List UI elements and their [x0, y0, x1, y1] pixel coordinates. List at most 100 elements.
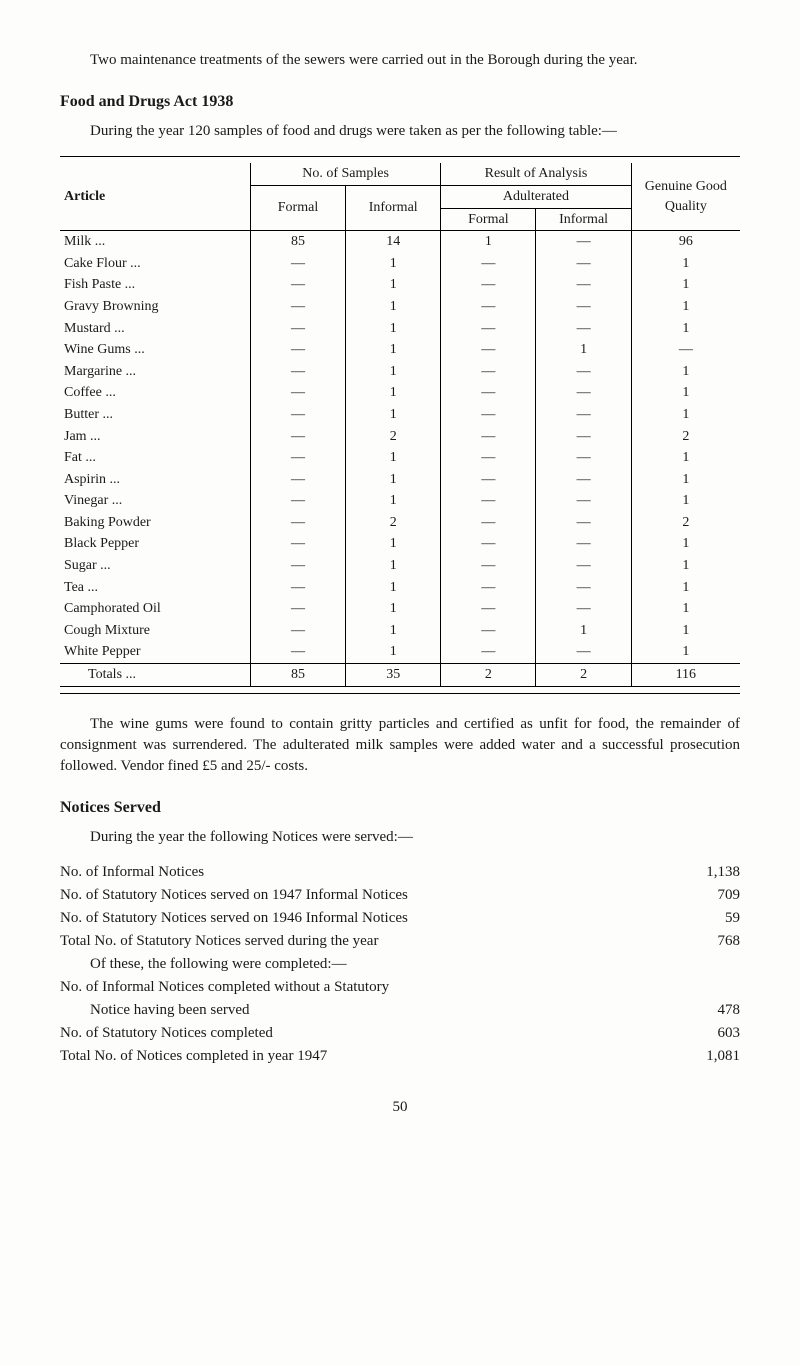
table-cell: 1	[631, 620, 740, 642]
table-row: Camphorated Oil—1——1	[60, 598, 740, 620]
table-cell: 1	[631, 577, 740, 599]
notice-row: No. of Informal Notices completed withou…	[60, 977, 740, 998]
table-cell: 1	[346, 641, 441, 663]
table-cell: —	[250, 404, 345, 426]
table-cell: 1	[346, 490, 441, 512]
table-totals-row: Totals ... 85 35 2 2 116	[60, 664, 740, 687]
samples-table: Article No. of Samples Result of Analysi…	[60, 163, 740, 686]
table-cell: —	[536, 555, 631, 577]
table-cell: —	[441, 382, 536, 404]
table-cell: 1	[631, 469, 740, 491]
table-cell: 1	[346, 361, 441, 383]
table-cell: —	[441, 490, 536, 512]
table-cell: 1	[631, 382, 740, 404]
table-cell: —	[250, 447, 345, 469]
table-cell: 1	[441, 231, 536, 253]
table-cell: 1	[346, 339, 441, 361]
table-row: Butter ...—1——1	[60, 404, 740, 426]
table-row: White Pepper—1——1	[60, 641, 740, 663]
table-row: Jam ...—2——2	[60, 426, 740, 448]
notice-value: 1,138	[680, 862, 740, 883]
table-cell: 2	[631, 426, 740, 448]
table-cell: —	[441, 641, 536, 663]
table-cell: Tea ...	[60, 577, 250, 599]
table-cell: 2	[346, 426, 441, 448]
section-notices-intro: During the year the following Notices we…	[60, 827, 740, 848]
section-food-drugs-intro: During the year 120 samples of food and …	[60, 121, 740, 142]
table-cell: 1	[346, 555, 441, 577]
table-cell: Fat ...	[60, 447, 250, 469]
table-cell: —	[250, 318, 345, 340]
table-cell: 1	[346, 253, 441, 275]
table-cell: Vinegar ...	[60, 490, 250, 512]
notice-value: 59	[680, 908, 740, 929]
table-cell: 1	[631, 533, 740, 555]
table-row: Gravy Browning—1——1	[60, 296, 740, 318]
table-cell: 1	[346, 469, 441, 491]
table-cell: —	[441, 426, 536, 448]
section-food-drugs-title: Food and Drugs Act 1938	[60, 91, 740, 113]
table-row: Vinegar ...—1——1	[60, 490, 740, 512]
table-cell: —	[441, 620, 536, 642]
table-cell: Sugar ...	[60, 555, 250, 577]
table-cell: —	[441, 339, 536, 361]
table-cell: Cake Flour ...	[60, 253, 250, 275]
table-row: Cough Mixture—1—11	[60, 620, 740, 642]
table-cell: 85	[250, 231, 345, 253]
table-cell: —	[441, 404, 536, 426]
table-cell: —	[536, 296, 631, 318]
table-cell: 1	[536, 620, 631, 642]
table-cell: —	[536, 469, 631, 491]
notice-value: 603	[680, 1023, 740, 1044]
table-cell: —	[250, 512, 345, 534]
notice-row: Total No. of Notices completed in year 1…	[60, 1046, 740, 1067]
table-cell: 1	[631, 274, 740, 296]
table-cell: —	[250, 598, 345, 620]
table-cell: 1	[631, 490, 740, 512]
table-cell: —	[536, 318, 631, 340]
table-cell: 1	[346, 577, 441, 599]
table-cell: —	[250, 253, 345, 275]
table-cell: —	[441, 318, 536, 340]
table-cell: —	[441, 447, 536, 469]
table-cell: 1	[631, 598, 740, 620]
notice-label: No. of Informal Notices completed withou…	[60, 977, 740, 998]
table-cell: White Pepper	[60, 641, 250, 663]
table-cell: —	[250, 490, 345, 512]
table-cell: —	[250, 620, 345, 642]
notice-value: 768	[680, 931, 740, 952]
notice-row: No. of Statutory Notices served on 1947 …	[60, 885, 740, 906]
table-cell: —	[250, 296, 345, 318]
table-cell: 2	[346, 512, 441, 534]
table-cell: —	[250, 426, 345, 448]
notice-row: Of these, the following were completed:—	[60, 954, 740, 975]
table-cell: —	[441, 555, 536, 577]
table-cell: 1	[346, 533, 441, 555]
table-bottom-rule	[60, 693, 740, 694]
table-cell: Butter ...	[60, 404, 250, 426]
table-cell: —	[441, 577, 536, 599]
table-cell: 2	[631, 512, 740, 534]
notice-label: No. of Statutory Notices served on 1946 …	[60, 908, 680, 929]
table-cell: 1	[346, 318, 441, 340]
table-cell: —	[536, 382, 631, 404]
table-cell: 1	[346, 447, 441, 469]
table-cell: —	[631, 339, 740, 361]
notices-list: No. of Informal Notices1,138No. of Statu…	[60, 862, 740, 1067]
table-cell: —	[250, 274, 345, 296]
table-row: Milk ...85141—96	[60, 231, 740, 253]
table-cell: 1	[631, 318, 740, 340]
th-adulterated-informal: Informal	[536, 208, 631, 231]
totals-label: Totals ...	[60, 664, 250, 687]
table-cell: —	[250, 339, 345, 361]
table-cell: Baking Powder	[60, 512, 250, 534]
table-cell: —	[441, 253, 536, 275]
table-cell: 1	[631, 253, 740, 275]
notice-label: Total No. of Statutory Notices served du…	[60, 931, 680, 952]
table-cell: —	[441, 469, 536, 491]
table-row: Mustard ...—1——1	[60, 318, 740, 340]
table-cell: Mustard ...	[60, 318, 250, 340]
table-cell: Milk ...	[60, 231, 250, 253]
table-cell: —	[250, 533, 345, 555]
table-cell: Black Pepper	[60, 533, 250, 555]
